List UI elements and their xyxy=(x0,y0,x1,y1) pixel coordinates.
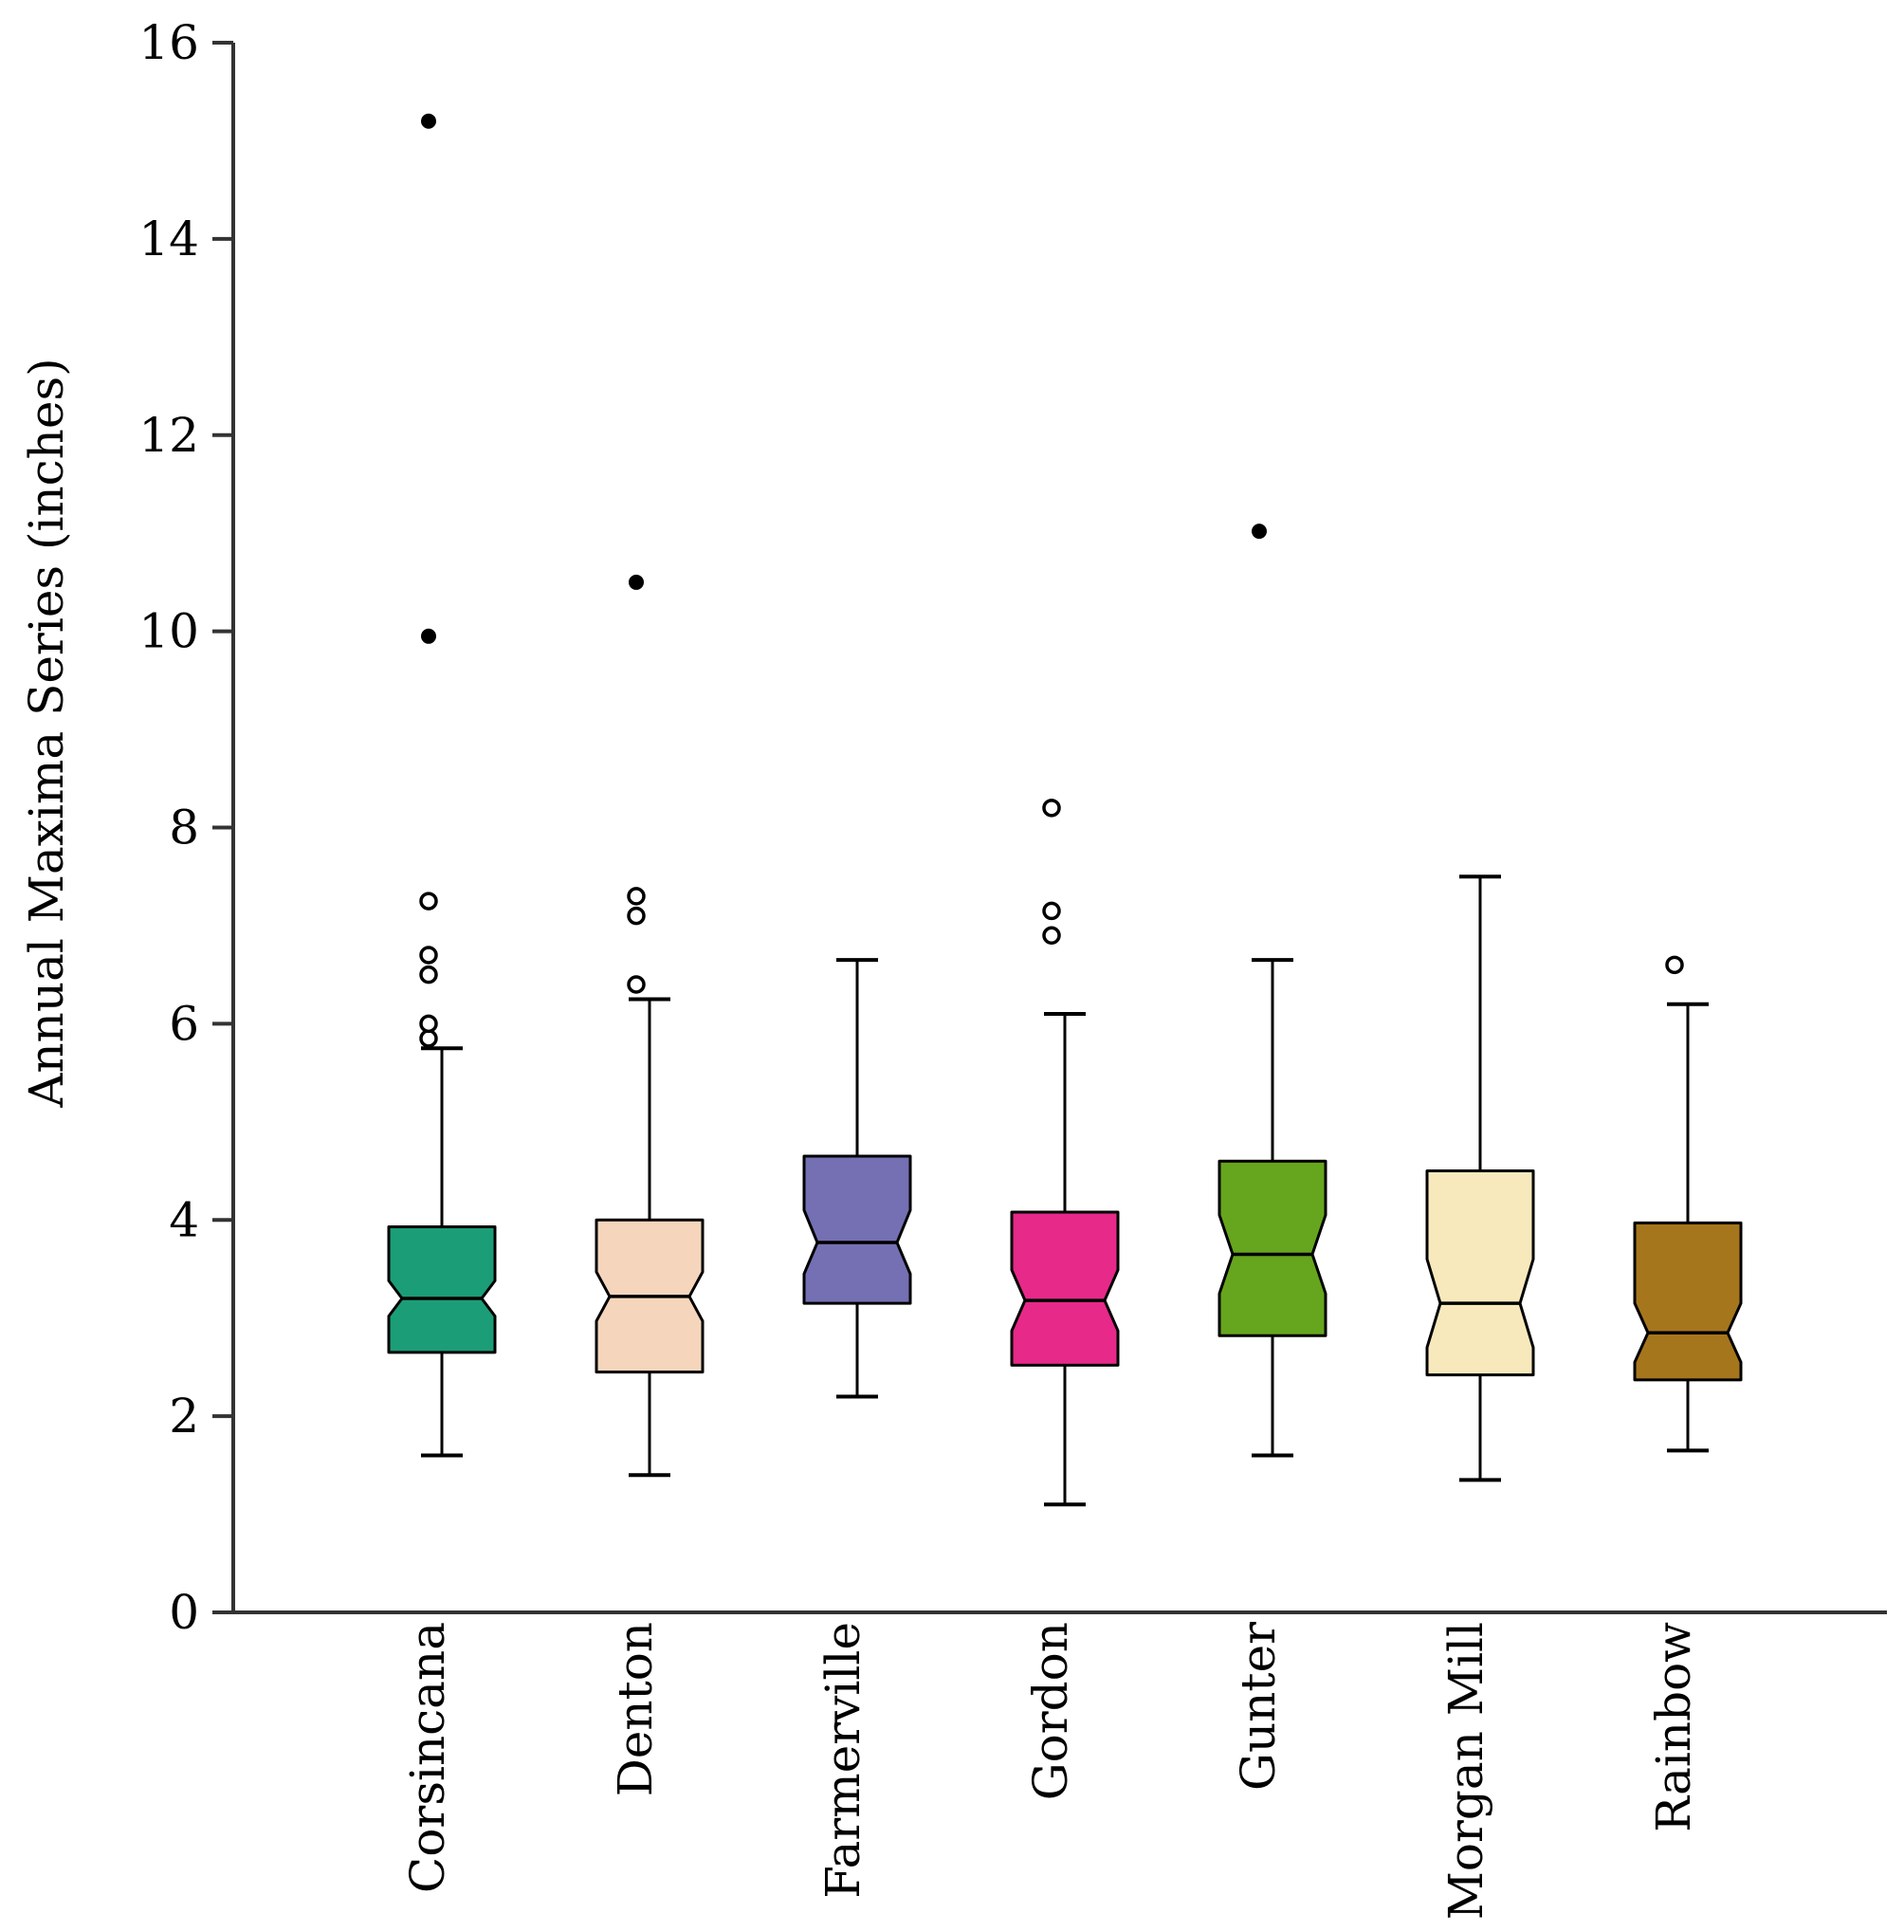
y-tick-label: 8 xyxy=(169,800,199,856)
extreme-point xyxy=(421,113,436,129)
outlier-point xyxy=(419,892,438,911)
category-label: Farmerville xyxy=(815,1622,870,1899)
outlier-point xyxy=(1042,926,1061,946)
notched-box xyxy=(387,1224,497,1354)
y-tick-label: 10 xyxy=(138,604,199,659)
category-label: Corsincana xyxy=(400,1622,455,1893)
box-morgan-mill xyxy=(1425,874,1535,1482)
category-label: Denton xyxy=(608,1622,663,1796)
y-tick-label: 2 xyxy=(169,1389,199,1444)
box-farmerville xyxy=(802,958,912,1399)
category-label: Rainbow xyxy=(1646,1622,1701,1832)
outlier-point xyxy=(1665,955,1684,975)
outlier-point xyxy=(419,946,438,965)
extreme-point xyxy=(629,574,644,590)
outlier-point xyxy=(627,975,646,994)
category-label: Gunter xyxy=(1231,1622,1286,1791)
outlier-point xyxy=(419,965,438,984)
y-axis-title: Annual Maxima Series (inches) xyxy=(19,358,74,1108)
notched-box xyxy=(1633,1221,1743,1382)
y-tick-label: 14 xyxy=(138,212,199,267)
y-tick-label: 6 xyxy=(169,996,199,1051)
outlier-point xyxy=(1042,901,1061,921)
extreme-point xyxy=(1252,524,1267,540)
y-tick-label: 0 xyxy=(169,1585,199,1640)
y-tick-label: 16 xyxy=(138,15,199,70)
notched-box xyxy=(1217,1159,1327,1337)
box-gordon xyxy=(1010,799,1120,1507)
notched-box xyxy=(802,1154,912,1305)
outlier-point xyxy=(419,1029,438,1048)
y-tick-label: 12 xyxy=(138,408,199,463)
outlier-point xyxy=(419,1014,438,1034)
extreme-point xyxy=(421,628,436,644)
notched-box xyxy=(1425,1169,1535,1377)
outlier-point xyxy=(627,887,646,906)
outlier-point xyxy=(627,906,646,926)
notched-box xyxy=(1010,1210,1120,1367)
outlier-point xyxy=(1042,799,1061,818)
box-corsincana xyxy=(387,113,497,1458)
category-label: Morgan Mill xyxy=(1438,1622,1493,1920)
box-rainbow xyxy=(1633,955,1743,1453)
y-tick-label: 4 xyxy=(169,1192,199,1247)
box-gunter xyxy=(1217,524,1327,1458)
box-denton xyxy=(595,574,705,1478)
category-label: Gordon xyxy=(1023,1622,1078,1800)
